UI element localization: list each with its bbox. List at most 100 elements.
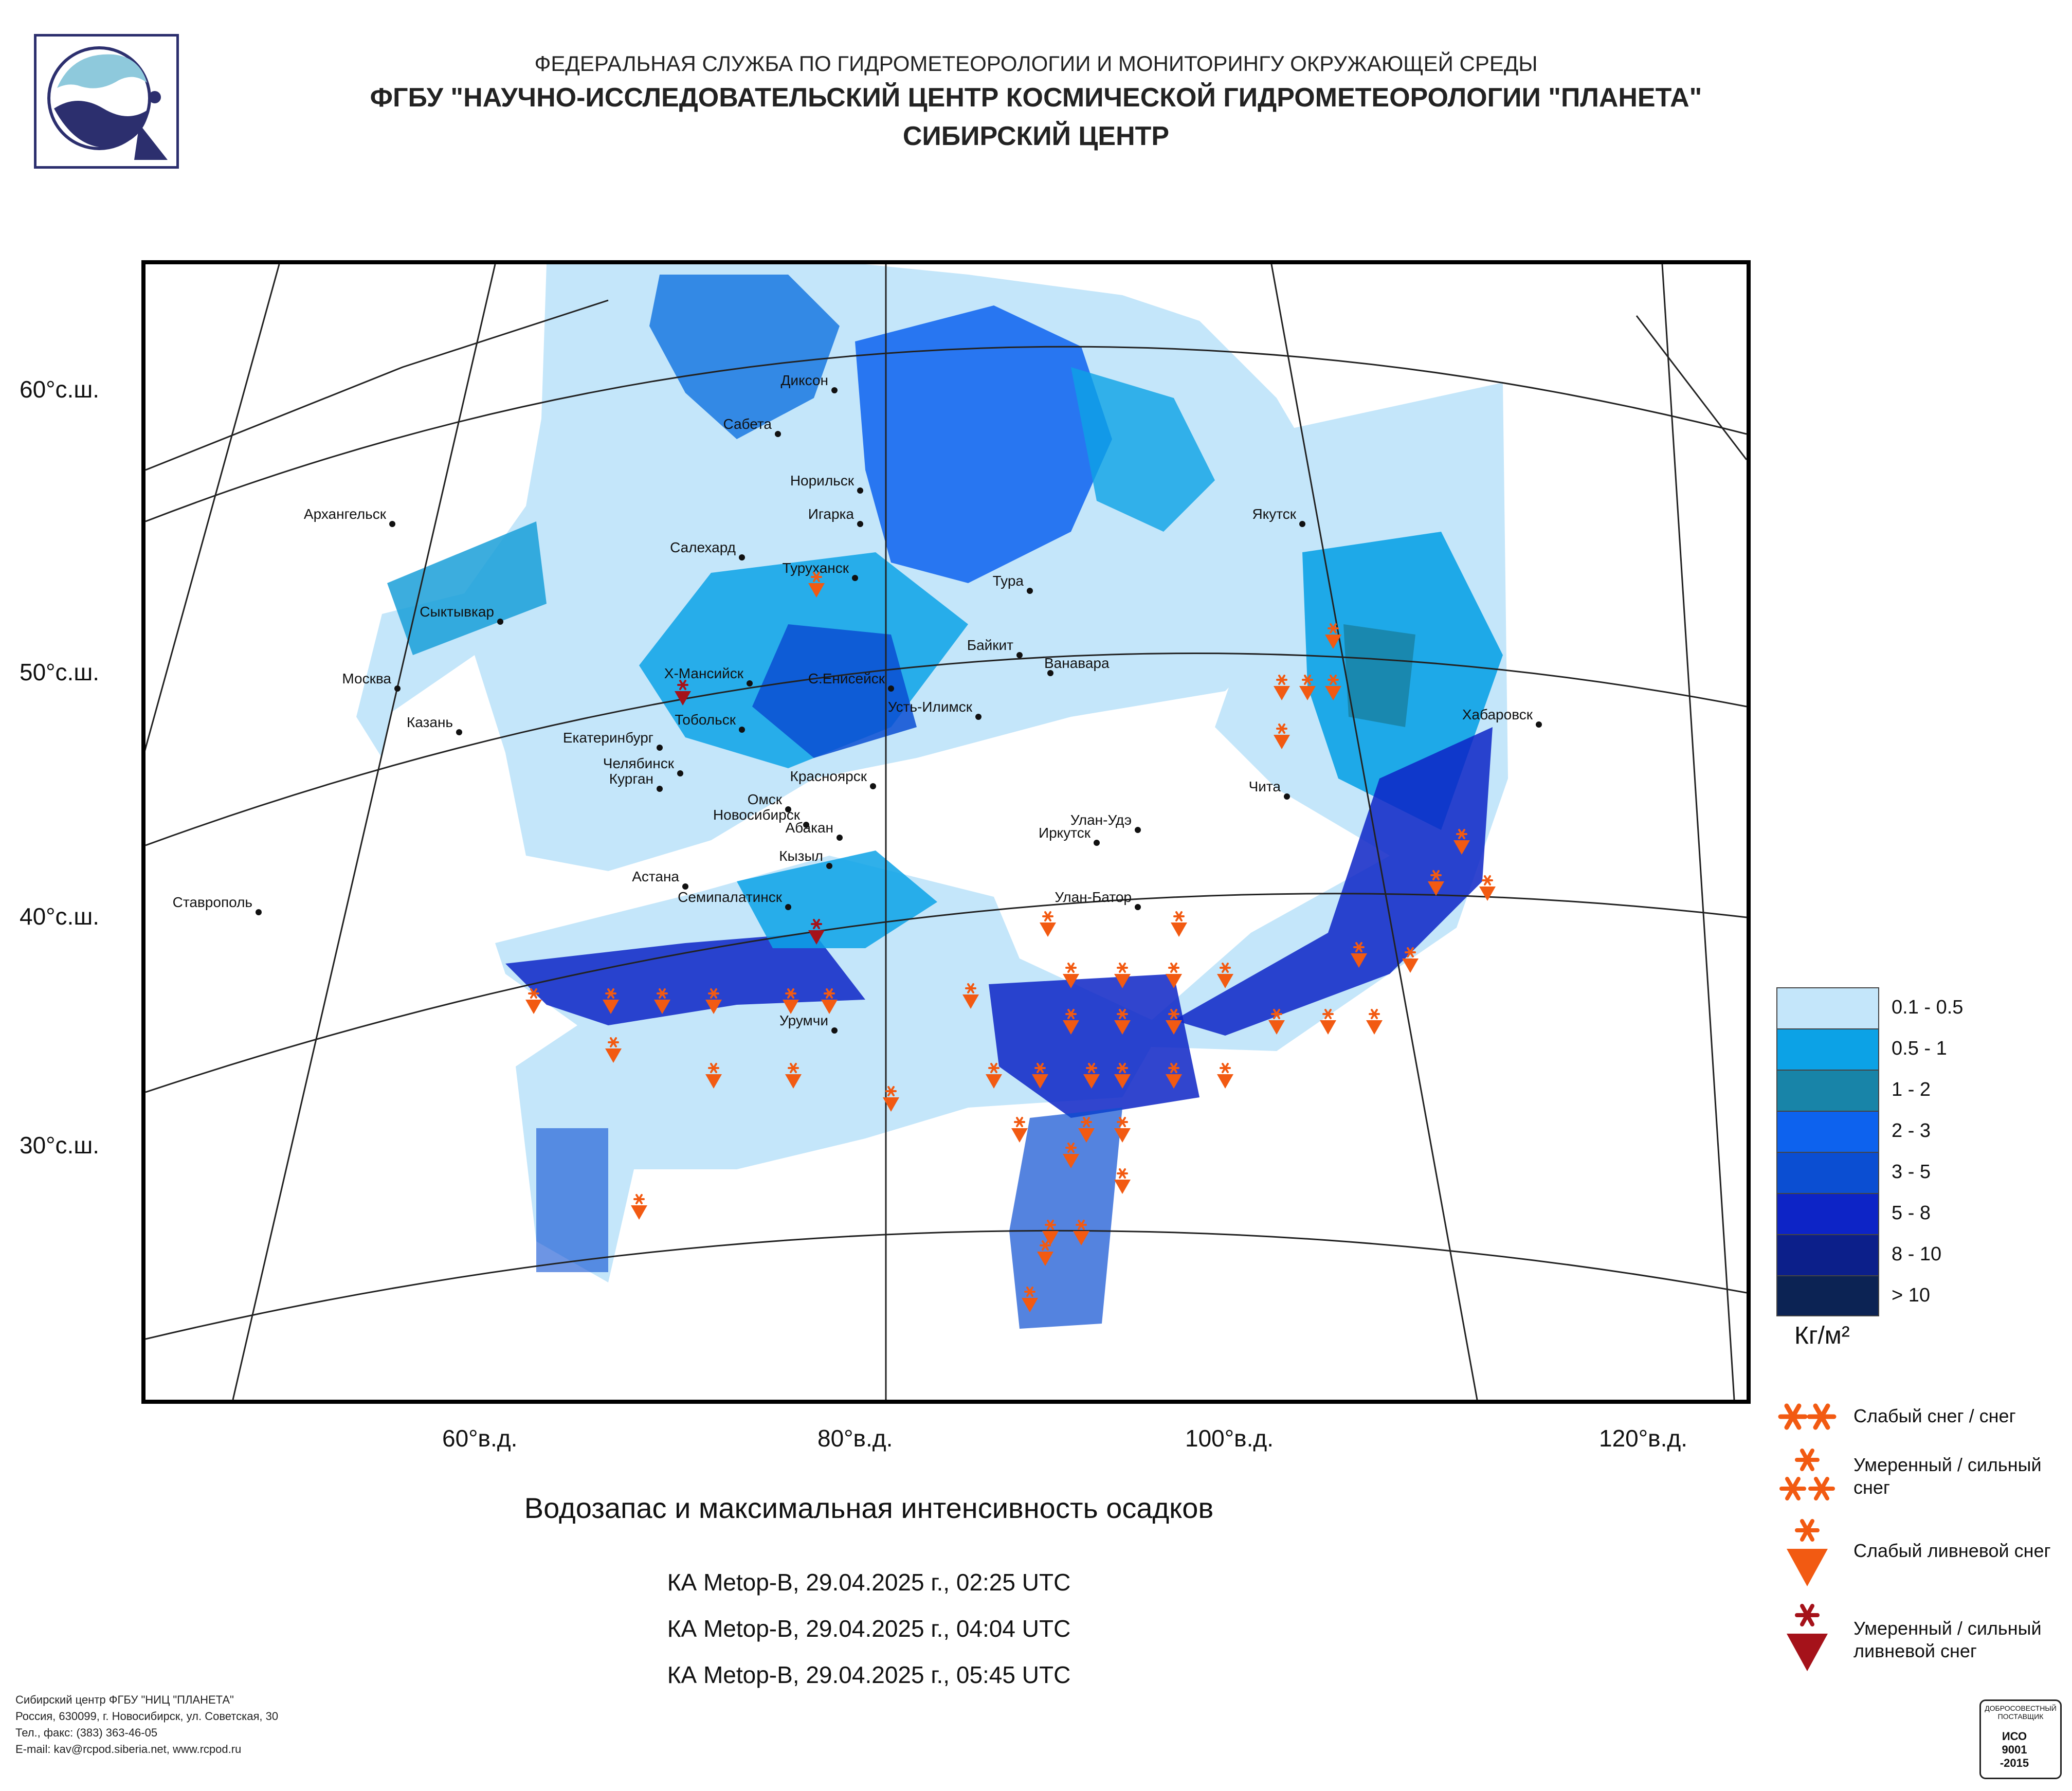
snow-shower-symbol	[605, 1037, 622, 1063]
city-dot	[747, 680, 753, 686]
snow-shower-symbol	[654, 988, 670, 1014]
legend-label: 0.5 - 1	[1892, 1038, 1947, 1059]
city-marker: С.Енисейск	[808, 671, 894, 692]
footer-org: Сибирский центр ФГБУ "НИЦ "ПЛАНЕТА"	[15, 1693, 234, 1706]
city-dot	[1016, 652, 1023, 658]
legend-unit: Кг/м²	[1794, 1322, 1850, 1349]
logo-emblem-icon	[47, 46, 168, 160]
legend-label: 8 - 10	[1892, 1243, 1942, 1265]
snow-shower-symbol	[1366, 1009, 1383, 1035]
footer-phone: Тел., факс: (383) 363-46-05	[15, 1726, 158, 1739]
city-label: Тура	[993, 573, 1024, 589]
city-dot	[456, 729, 462, 735]
snow-shower-symbol	[1325, 623, 1341, 649]
city-marker: Семипалатинск	[678, 889, 791, 910]
city-label: Хабаровск	[1462, 707, 1533, 722]
legend-label: > 10	[1892, 1285, 1931, 1306]
city-dot	[394, 685, 401, 692]
symbol-label: Умеренный / сильный ливневой снег	[1853, 1618, 2042, 1661]
map-caption: Водозапас и максимальная интенсивность о…	[524, 1492, 1214, 1524]
symbol-label: Слабый снег / снег	[1853, 1405, 2016, 1426]
city-dot	[831, 1027, 838, 1034]
city-marker: Москва	[342, 671, 401, 692]
city-dot	[803, 822, 809, 828]
city-dot	[1094, 840, 1100, 846]
city-dot	[870, 783, 876, 789]
snow-shower-symbol	[783, 988, 799, 1014]
city-dot	[1027, 588, 1033, 594]
city-dot	[831, 387, 838, 393]
symbol-label: Умеренный / сильный снег	[1853, 1454, 2042, 1498]
city-dot	[1284, 793, 1290, 800]
legend-swatch: 5 - 8	[1776, 1193, 1931, 1234]
precipitation-map[interactable]: Диксон Сабета Норильск Игарка Архангельск Сал…	[141, 260, 1751, 1404]
city-layer: Диксон Сабета Норильск Игарка Архангельск Сал…	[173, 372, 1542, 1034]
graticule	[146, 264, 1747, 1400]
snow-shower-symbol	[1114, 1063, 1131, 1089]
snow-shower-symbol	[808, 572, 825, 598]
lon-label-80: 80°в.д.	[817, 1425, 893, 1452]
city-dot	[657, 745, 663, 751]
legend-swatch: > 10	[1776, 1275, 1930, 1316]
city-marker: Тура	[993, 573, 1033, 594]
city-dot	[785, 904, 791, 910]
snow-shower-symbol	[1274, 675, 1290, 700]
city-label: Ставрополь	[173, 894, 252, 910]
city-marker: Диксон	[780, 372, 838, 393]
symbol-label: Слабый ливневой снег	[1853, 1540, 2051, 1561]
snow-shower-symbol	[705, 1063, 722, 1089]
precipitation-symbol-layer	[525, 572, 1496, 1312]
snow-shower-symbol	[1040, 911, 1056, 937]
snow-shower-symbol	[1063, 1143, 1079, 1168]
city-label: Салехард	[670, 539, 736, 555]
city-dot	[497, 619, 503, 625]
lon-label-100: 100°в.д.	[1185, 1425, 1274, 1452]
legend-swatch: 1 - 2	[1776, 1070, 1931, 1111]
city-marker: Казань	[407, 714, 462, 735]
city-marker: Усть-Илимск	[888, 699, 982, 720]
footer-address: Россия, 630099, г. Новосибирск, ул. Сове…	[15, 1710, 279, 1723]
city-marker: Байкит	[967, 637, 1023, 658]
snow-shower-symbol	[1042, 1220, 1059, 1245]
city-label: Урумчи	[779, 1012, 828, 1028]
city-marker: Екатеринбург	[563, 730, 663, 751]
city-marker: Ставрополь	[173, 894, 262, 915]
snow-shower-symbol	[1171, 911, 1187, 937]
city-marker: Игарка	[808, 506, 863, 527]
city-dot	[256, 909, 262, 915]
city-label: Иркутск	[1039, 825, 1091, 841]
city-dot	[657, 786, 663, 792]
footer-email[interactable]: E-mail: kav@rcpod.siberia.net, www.rcpod…	[15, 1743, 242, 1756]
city-label: Екатеринбург	[563, 730, 653, 746]
legend-swatch: 0.5 - 1	[1776, 1028, 1947, 1070]
city-marker: Норильск	[790, 473, 863, 494]
snow-shower-symbol	[1325, 675, 1341, 700]
city-marker: Улан-Батор	[1055, 889, 1141, 910]
snow-shower-symbol	[1032, 1063, 1048, 1089]
city-label: Чита	[1249, 779, 1281, 794]
legend-label: 2 - 3	[1892, 1120, 1931, 1142]
city-dot	[739, 727, 745, 733]
snow-shower-symbol	[1428, 870, 1444, 896]
snow-shower-symbol	[1299, 675, 1316, 700]
snow-shower-symbol	[1063, 1009, 1079, 1035]
city-marker: Сабета	[723, 416, 781, 437]
city-marker: Ванавара	[1044, 655, 1110, 676]
legend-swatch: 3 - 5	[1776, 1152, 1931, 1193]
snow-shower-symbol	[1073, 1220, 1089, 1245]
snow-shower-symbol	[1166, 1009, 1182, 1035]
city-dot	[682, 883, 688, 890]
snow-shower-symbol	[785, 1063, 802, 1089]
snow-shower-symbol	[1083, 1063, 1100, 1089]
snow-shower-symbol	[1114, 1168, 1131, 1194]
city-label: Якутск	[1252, 506, 1296, 522]
satellite-pass-3: КА Metop-B, 29.04.2025 г., 05:45 UTC	[667, 1661, 1071, 1688]
snow-shower-symbol	[962, 983, 979, 1009]
snow-shower-symbol	[1022, 1287, 1038, 1312]
city-label: Красноярск	[790, 768, 867, 784]
city-label: Норильск	[790, 473, 855, 489]
city-label: Абакан	[785, 820, 833, 836]
iso-certification-badge: ДОБРОСОВЕСТНЫЙ ПОСТАВЩИК ИСО 9001 -2015	[1979, 1699, 2062, 1779]
city-dot	[775, 431, 781, 437]
legend-label: 5 - 8	[1892, 1202, 1931, 1224]
